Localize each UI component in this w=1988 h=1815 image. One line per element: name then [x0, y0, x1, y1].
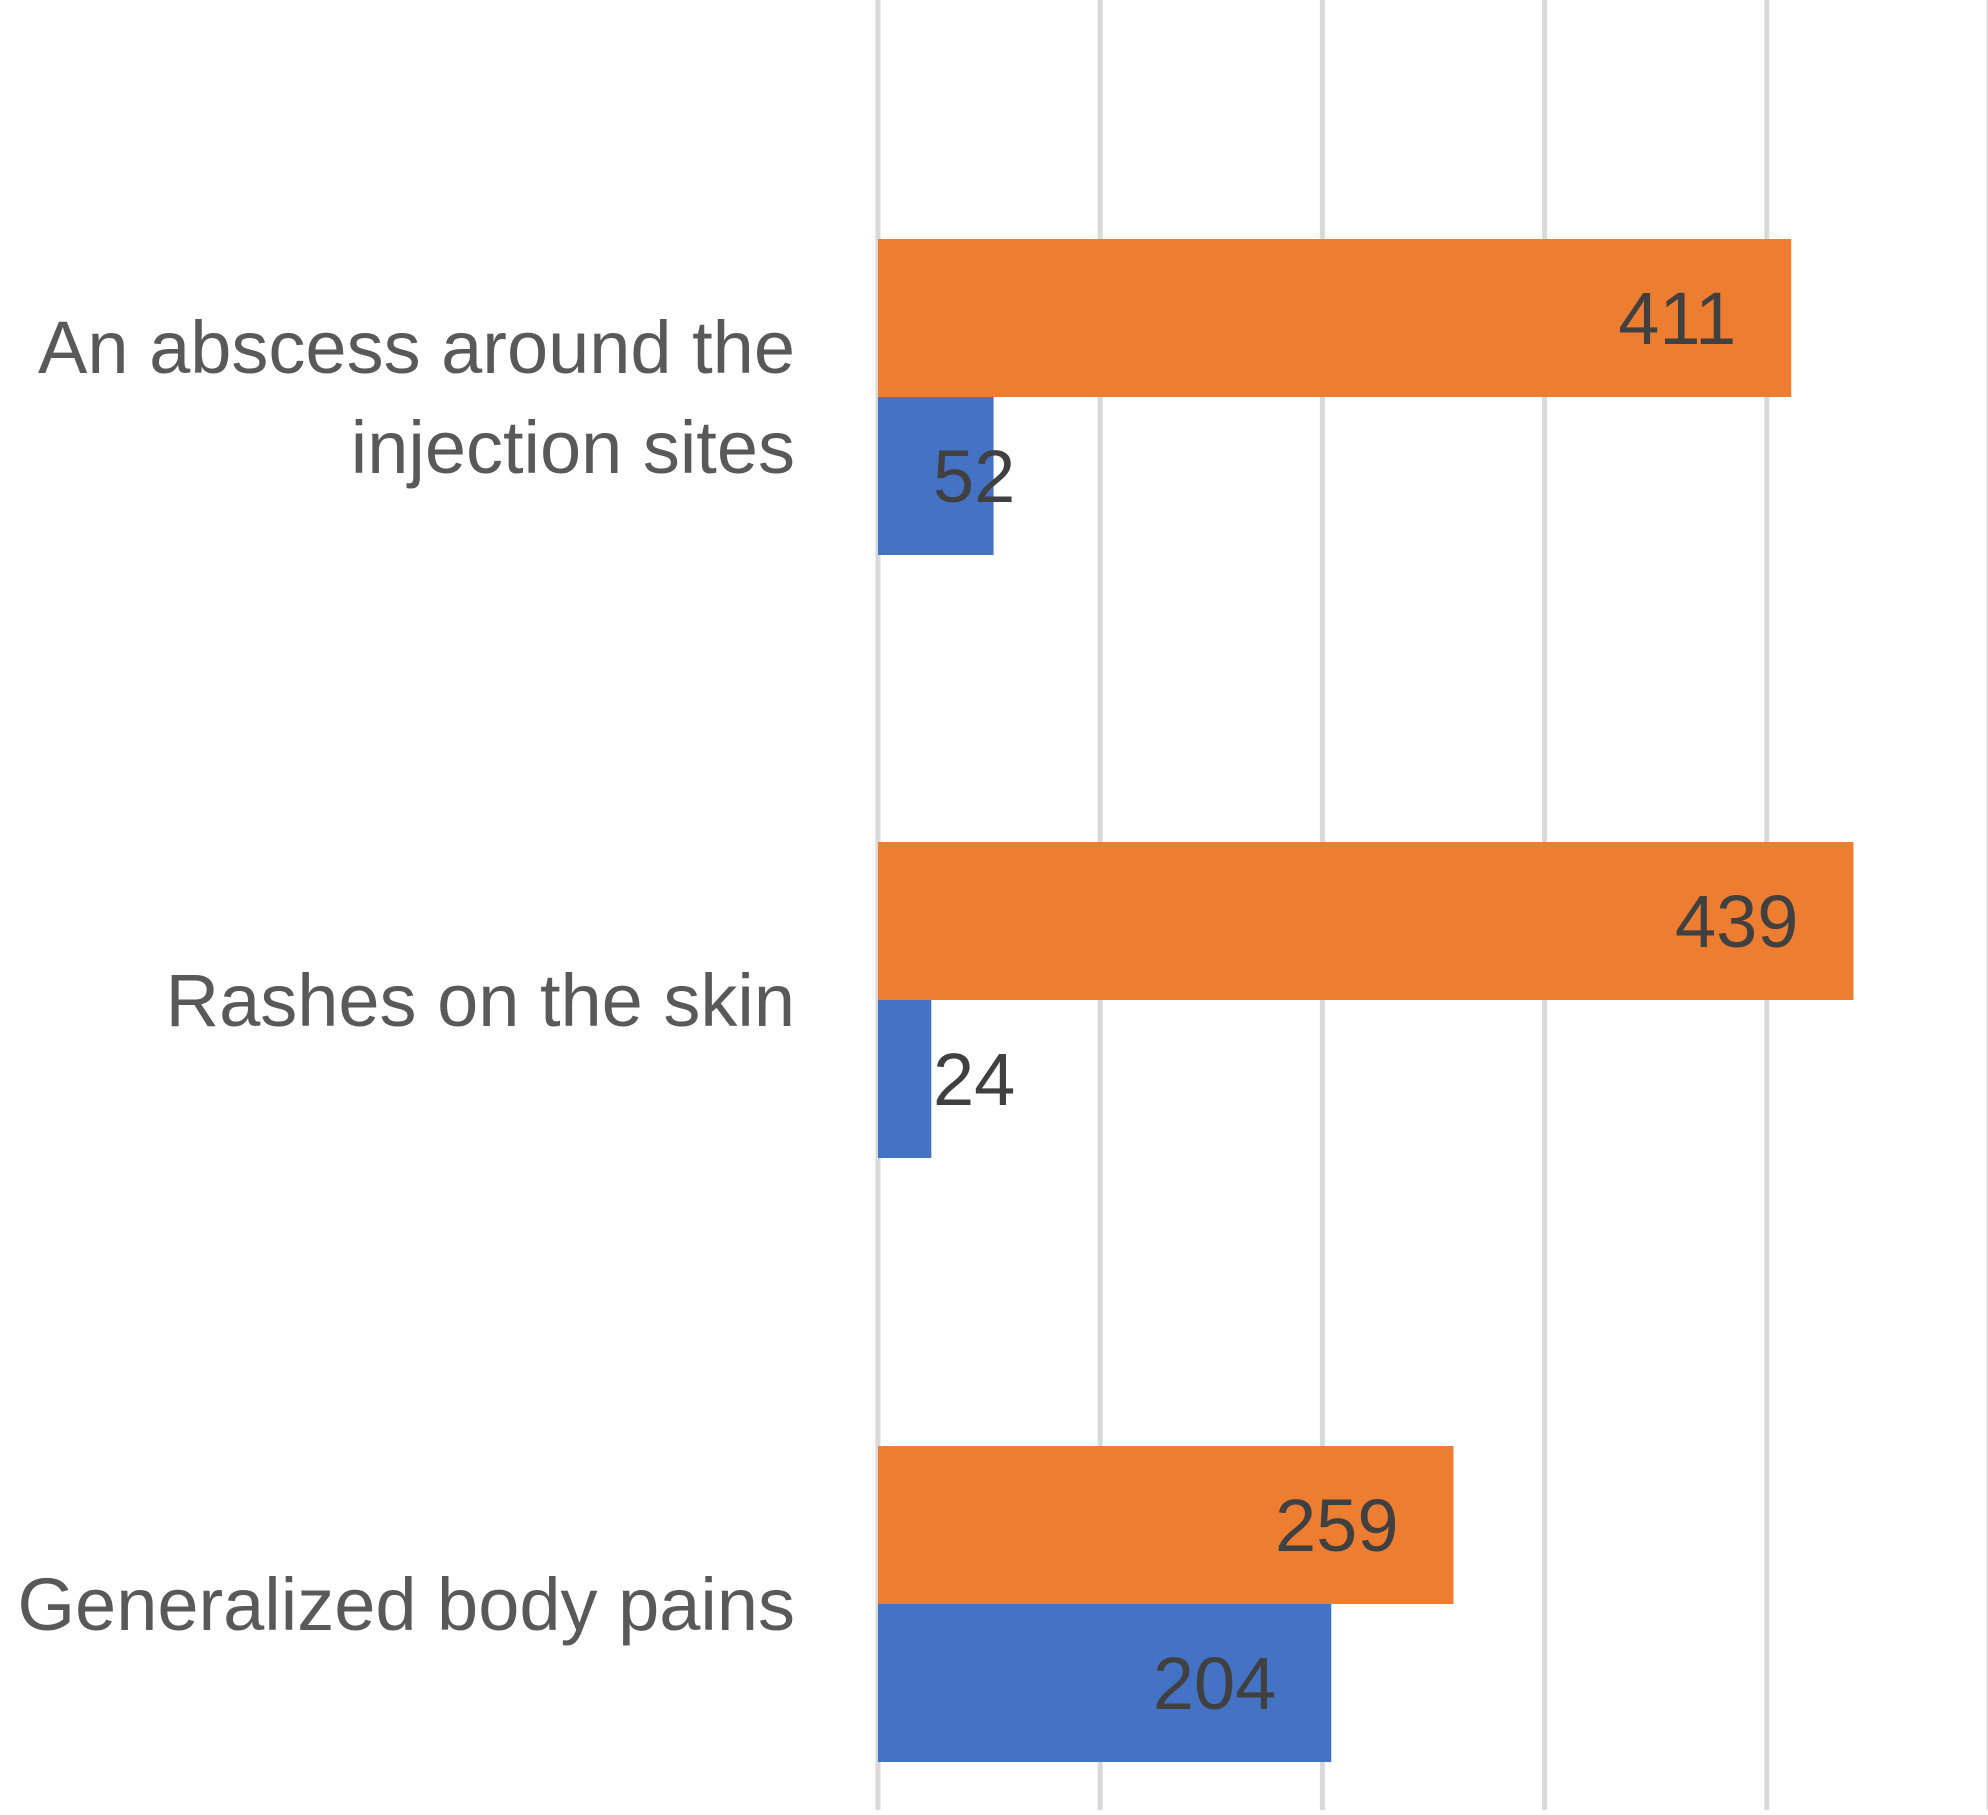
category-label-3: Generalized body pains [17, 1563, 795, 1646]
category-label-3-line-1: Generalized body pains [17, 1563, 795, 1646]
data-label-series2-cat3: 204 [1153, 1642, 1276, 1725]
data-label-series1-cat1: 411 [1618, 277, 1736, 360]
data-label-series1-cat2: 439 [1675, 880, 1798, 963]
bar-series2-cat3 [878, 1604, 1332, 1762]
bar-series1-cat2 [878, 842, 1854, 1000]
bar-series1-cat3 [878, 1446, 1454, 1604]
category-label-2-line-1: Rashes on the skin [166, 959, 795, 1042]
bar-series2-cat1 [878, 397, 994, 555]
category-label-2: Rashes on the skin [166, 959, 795, 1042]
category-label-1: An abscess around the injection sites [38, 306, 795, 489]
bar-series2-cat2 [878, 1000, 932, 1158]
category-label-1-line-1: An abscess around the [38, 306, 795, 389]
bar-series1-cat1 [878, 239, 1792, 397]
category-labels: An abscess around the injection sites Rash… [17, 306, 795, 1646]
bars [878, 239, 1854, 1762]
category-label-1-line-2: injection sites [351, 406, 795, 489]
data-label-series2-cat2: 24 [933, 1038, 1015, 1121]
data-labels: 411 439 259 52 24 204 [933, 277, 1798, 1725]
data-label-series2-cat1: 52 [933, 435, 1015, 518]
data-label-series1-cat3: 259 [1275, 1484, 1398, 1567]
